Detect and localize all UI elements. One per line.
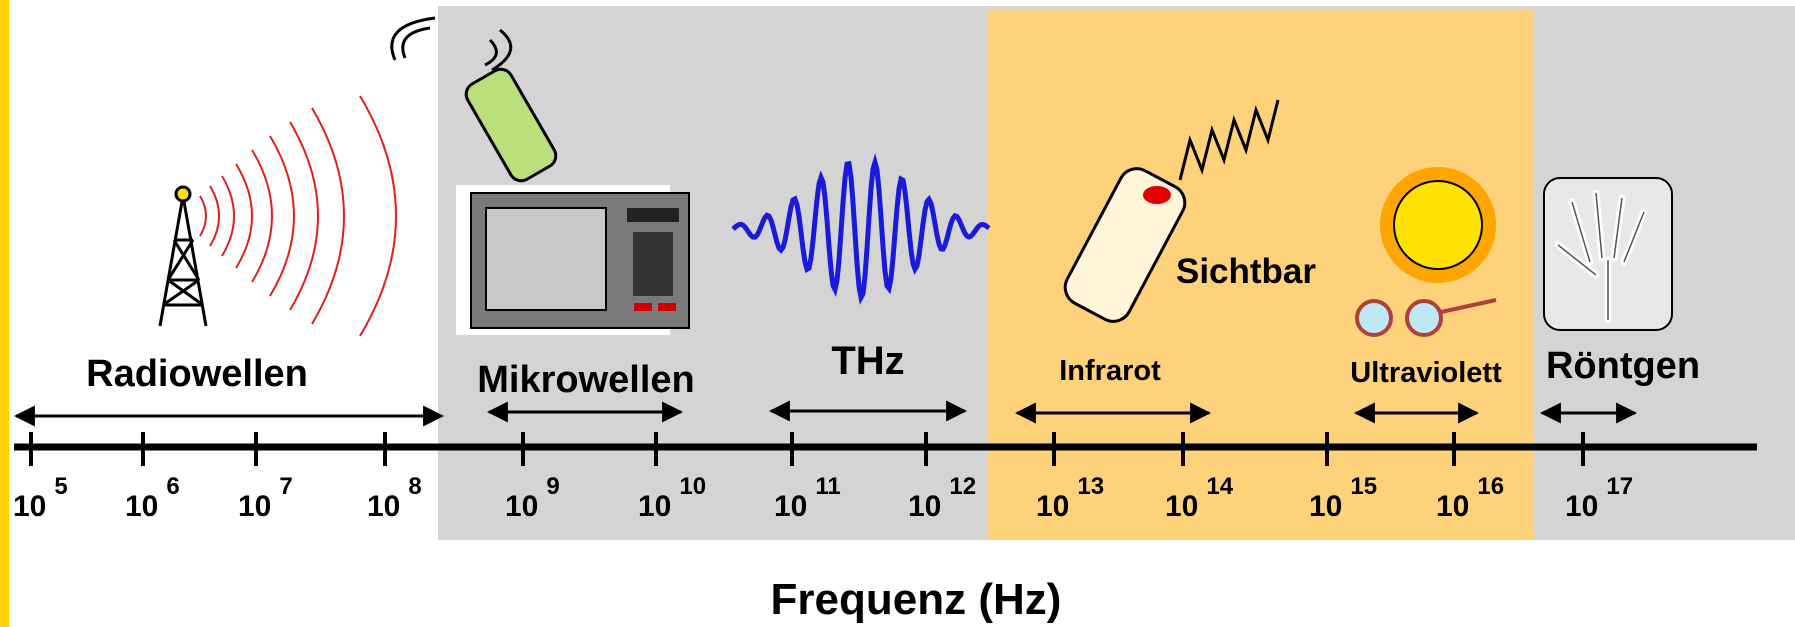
tick-exponent: 14: [1206, 473, 1233, 500]
tick-exponent: 6: [166, 473, 179, 500]
tick-exponent: 9: [546, 473, 559, 500]
tick-base: 10: [1165, 490, 1198, 523]
tick-label: 10 6: [125, 473, 180, 523]
tick-exponent: 11: [815, 473, 840, 500]
tick-exponent: 8: [408, 473, 421, 500]
radio-tower-icon: [158, 95, 397, 337]
sun-icon: [1355, 167, 1497, 337]
tick-label: 10 16: [1436, 473, 1504, 523]
tick-base: 10: [774, 490, 807, 523]
tick-label: 10 7: [238, 473, 293, 523]
tick-group: 1051061071081091010101110121013101410151…: [13, 432, 1633, 523]
microwave-icon: [390, 16, 690, 335]
tick-base: 10: [125, 490, 158, 523]
band-label: THz: [831, 339, 904, 383]
tick-base: 10: [1036, 490, 1069, 523]
tick-base: 10: [13, 490, 46, 523]
tick-base: 10: [367, 490, 400, 523]
band-label: Ultraviolett: [1350, 357, 1502, 389]
tick-exponent: 17: [1606, 473, 1633, 500]
tick-label: 10 15: [1309, 473, 1377, 523]
band-label: Mikrowellen: [477, 359, 695, 401]
axis-title: Frequenz (Hz): [771, 575, 1062, 624]
band-label: Sichtbar: [1176, 252, 1316, 291]
tick-label: 10 14: [1165, 473, 1234, 523]
side-strip: [0, 0, 9, 627]
tick-label: 10 5: [13, 473, 68, 523]
tick-exponent: 10: [679, 473, 706, 500]
tick-exponent: 16: [1477, 473, 1504, 500]
remote-icon: [1063, 99, 1280, 323]
tick-label: 10 9: [505, 473, 560, 523]
tick-exponent: 5: [54, 473, 67, 500]
tick-base: 10: [1565, 490, 1598, 523]
tick-exponent: 15: [1350, 473, 1377, 500]
tick-base: 10: [1436, 490, 1469, 523]
tick-label: 10 10: [638, 473, 706, 523]
tick-label: 10 8: [367, 473, 422, 523]
tick-base: 10: [505, 490, 538, 523]
band-label: Infrarot: [1059, 355, 1161, 387]
band-label: Radiowellen: [86, 353, 308, 395]
band-label: Röntgen: [1546, 345, 1700, 387]
xray-icon: [1543, 177, 1673, 331]
tick-label: 10 12: [908, 473, 976, 523]
range-arrows: [13, 400, 1638, 427]
tick-label: 10 11: [774, 473, 841, 523]
tick-base: 10: [908, 490, 941, 523]
tick-exponent: 13: [1077, 473, 1104, 500]
tick-exponent: 7: [279, 473, 292, 500]
tick-base: 10: [238, 490, 271, 523]
tick-label: 10 17: [1565, 473, 1633, 523]
tick-label: 10 13: [1036, 473, 1104, 523]
tick-base: 10: [638, 490, 671, 523]
tick-base: 10: [1309, 490, 1342, 523]
thz-wave-icon: [731, 153, 991, 305]
tick-exponent: 12: [949, 473, 976, 500]
